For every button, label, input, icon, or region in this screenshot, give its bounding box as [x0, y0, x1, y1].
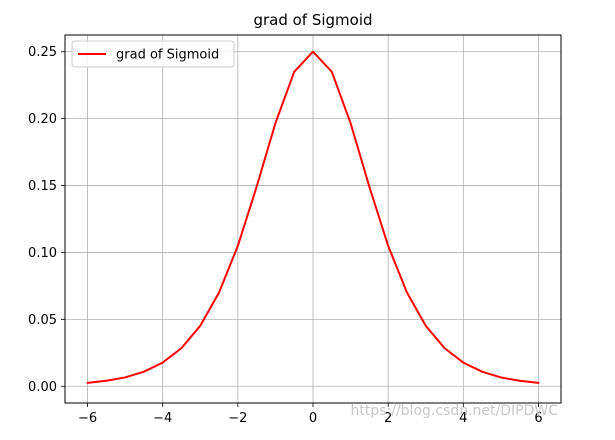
grid [65, 35, 561, 403]
y-tick-label: 0.15 [28, 179, 57, 194]
legend-label: grad of Sigmoid [116, 48, 219, 63]
series-layer [86, 50, 540, 384]
y-tick-label: 0.00 [28, 380, 57, 395]
legend-box [71, 40, 235, 68]
x-tick-label: −4 [153, 411, 172, 426]
y-axis: 0.00 0.05 0.10 0.15 0.20 0.25 [28, 45, 65, 395]
x-tick-label: 0 [309, 411, 317, 426]
x-tick-label: 6 [534, 411, 542, 426]
x-tick-label: 2 [384, 411, 392, 426]
y-tick-label: 0.25 [28, 45, 57, 60]
watermark-text: https://blog.csdn.net/DIPDWC [350, 403, 558, 419]
y-tick-label: 0.20 [28, 112, 57, 127]
chart-title: grad of Sigmoid [253, 11, 372, 29]
y-tick-label: 0.05 [28, 313, 57, 328]
x-tick-label: 4 [459, 411, 467, 426]
x-tick-label: −2 [228, 411, 247, 426]
series-line-0 [86, 50, 540, 384]
legend: grad of Sigmoid [71, 40, 235, 68]
x-axis: −6 −4 −2 0 2 4 6 [78, 403, 543, 426]
y-tick-label: 0.10 [28, 246, 57, 261]
x-tick-label: −6 [78, 411, 97, 426]
